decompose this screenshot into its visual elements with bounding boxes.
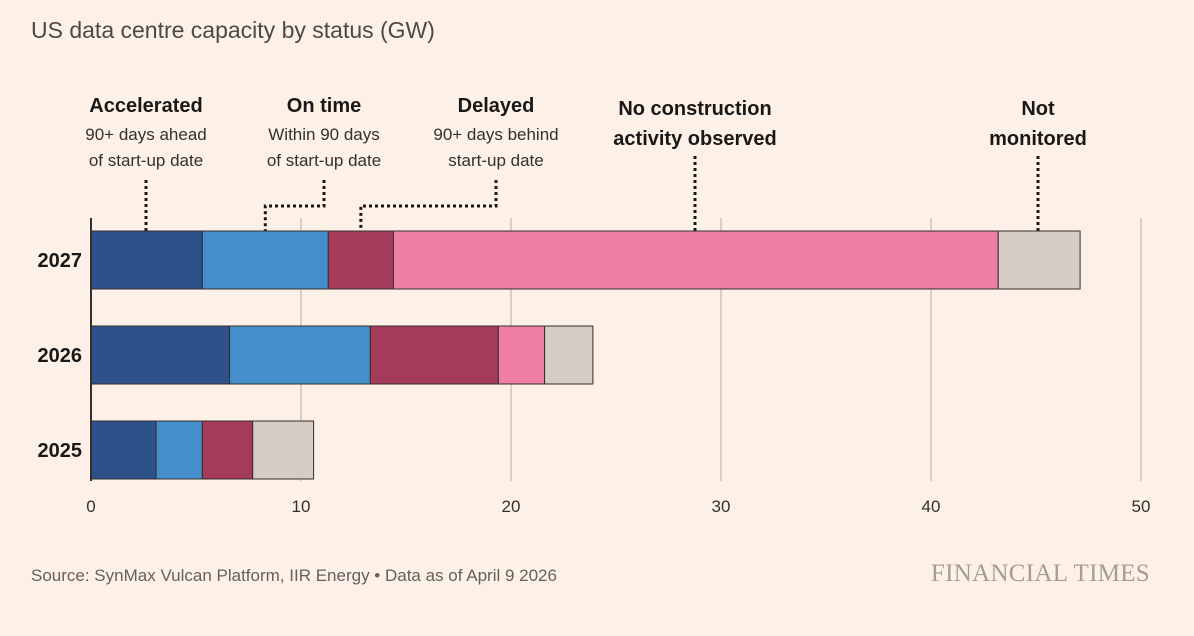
annotation-note-2-line-0: 90+ days behind [433,125,558,144]
bar-2026-series-1 [229,325,371,385]
bar-2026-series-3 [497,325,546,385]
annotation-title-3-line-1: activity observed [613,128,776,150]
source-note: Source: SynMax Vulcan Platform, IIR Ener… [31,566,557,585]
x-tick-label-30: 30 [712,497,731,516]
annotation-note-2-line-1: start-up date [448,151,543,170]
annotation-note-1-line-0: Within 90 days [268,125,380,144]
bar-2027-series-1 [201,230,329,290]
bar-2025-series-0 [90,420,157,480]
x-tick-label-10: 10 [292,497,311,516]
annotation-note-0-line-1: of start-up date [89,151,203,170]
category-label-2025: 2025 [38,440,83,462]
axes: 0 10 20 30 40 50 2027 2026 2025 [38,218,1151,516]
financial-times-logo: FINANCIAL TIMES [930,560,1150,587]
bar-2025-series-1 [155,420,203,480]
chart-title: US data centre capacity by status (GW) [31,17,435,43]
annotation-note-1-line-1: of start-up date [267,151,381,170]
annotation-title-0: Accelerated [89,95,202,117]
x-tick-label-50: 50 [1132,497,1151,516]
x-tick-label-0: 0 [86,497,95,516]
annotation-leaders [144,156,1040,231]
category-label-2027: 2027 [38,250,83,272]
bar-2026-series-0 [90,325,231,385]
bar-2027-series-0 [90,230,203,290]
bar-2026-series-2 [369,325,499,385]
bar-2027-series-3 [392,230,999,290]
bars [90,230,1081,480]
leader-line-2 [359,180,498,231]
bar-2027-series-4 [997,230,1081,290]
bar-2025-series-2 [201,420,254,480]
legend-annotations: Accelerated 90+ days ahead of start-up dat… [85,95,1087,170]
annotation-title-2: Delayed [458,95,535,117]
bar-2027-series-2 [327,230,394,290]
annotation-title-4-line-1: monitored [989,128,1087,150]
bar-2025-series-4 [252,420,315,480]
annotation-note-0-line-0: 90+ days ahead [85,125,206,144]
annotation-title-3-line-0: No construction [618,98,771,120]
x-tick-label-20: 20 [502,497,521,516]
x-tick-label-40: 40 [922,497,941,516]
annotation-title-4-line-0: Not [1021,98,1055,120]
bar-2026-series-4 [544,325,594,385]
leader-line-1 [263,180,326,231]
category-label-2026: 2026 [38,345,83,367]
annotation-title-1: On time [287,95,361,117]
